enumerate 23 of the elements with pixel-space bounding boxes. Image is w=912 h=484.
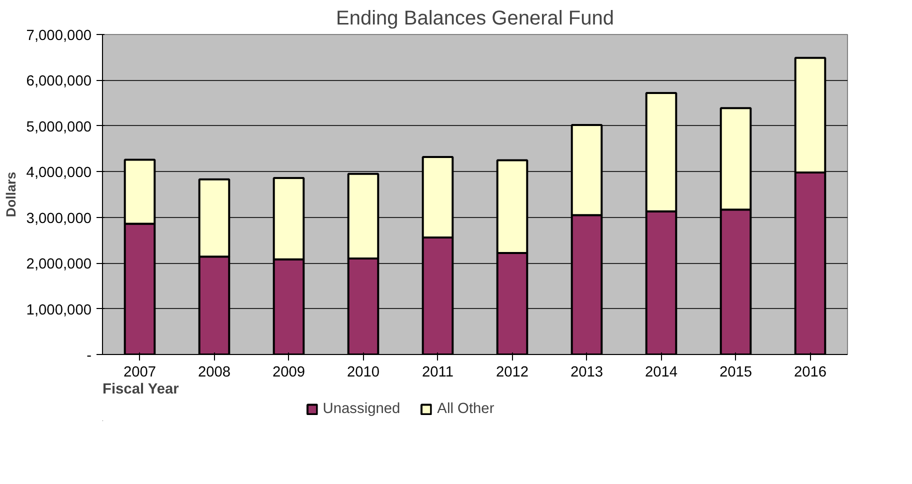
x-tick-label: 2016 (794, 364, 827, 380)
legend-label: Unassigned (322, 401, 400, 417)
y-axis-title: Dollars (3, 172, 18, 218)
x-tick-label: 2008 (198, 364, 231, 380)
y-tick-label: 3,000,000 (26, 210, 92, 227)
x-tick-label: 2011 (422, 364, 454, 380)
y-tick-label: - (86, 348, 92, 364)
x-tick-label: 2009 (272, 364, 306, 380)
x-tick-label: 2013 (570, 364, 604, 380)
x-tick-label: 2007 (123, 364, 156, 380)
y-tick-label: 5,000,000 (26, 119, 92, 136)
y-tick-label: 7,000,000 (26, 28, 92, 44)
y-tick-label: 2,000,000 (26, 256, 92, 273)
legend-label: All Other (437, 401, 494, 417)
y-tick-label: 4,000,000 (26, 165, 92, 182)
x-axis-title: Fiscal Year (102, 382, 180, 398)
x-tick-label: 2010 (346, 364, 380, 380)
x-tick-label: 2012 (496, 364, 529, 380)
x-tick-label: 2015 (719, 364, 752, 380)
y-tick-label: 6,000,000 (26, 74, 92, 90)
y-tick-label: 1,000,000 (26, 302, 92, 318)
chart-title: Ending Balances General Fund (336, 8, 614, 30)
x-tick-label: 2014 (644, 364, 678, 380)
